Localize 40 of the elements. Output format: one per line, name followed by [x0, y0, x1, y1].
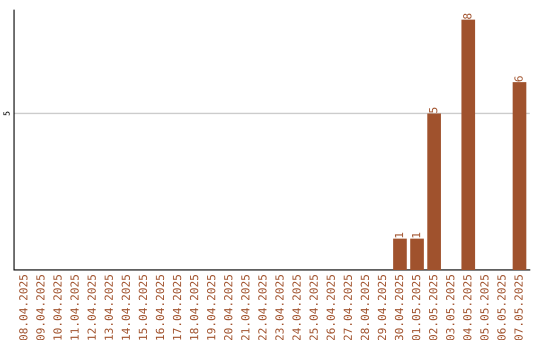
bar — [512, 82, 526, 270]
x-tick-label: 21.04.2025 — [241, 275, 250, 340]
x-tick-label: 03.05.2025 — [446, 275, 454, 340]
x-tick-label: 22.04.2025 — [258, 275, 267, 340]
x-tick-label: 07.05.2025 — [514, 275, 523, 340]
data-label: 5 — [429, 108, 438, 113]
data-label: 6 — [514, 76, 523, 82]
x-tick-label: 01.05.2025 — [412, 275, 420, 340]
x-tick-label: 06.05.2025 — [497, 275, 506, 340]
x-tick-label: 24.04.2025 — [292, 275, 301, 340]
x-tick-label: 16.04.2025 — [156, 275, 164, 340]
x-tick-label: 09.04.2025 — [36, 275, 45, 340]
x-tick-label: 13.04.2025 — [104, 275, 113, 340]
x-tick-label: 18.04.2025 — [190, 275, 198, 340]
x-tick-label: 25.04.2025 — [309, 275, 318, 340]
x-tick-label: 02.05.2025 — [428, 275, 438, 340]
data-label: 8 — [463, 14, 472, 19]
x-tick-label: 04.05.2025 — [463, 275, 472, 340]
x-tick-label: 17.04.2025 — [172, 275, 182, 340]
bar — [393, 238, 407, 270]
x-tick-label: 30.04.2025 — [394, 275, 404, 340]
x-tick-label: 28.04.2025 — [360, 275, 370, 340]
x-tick-label: 08.04.2025 — [19, 275, 28, 340]
x-tick-label: 10.04.2025 — [53, 275, 62, 340]
x-tick-label: 05.05.2025 — [480, 275, 489, 340]
x-tick-label: 27.04.2025 — [344, 275, 352, 340]
data-label: 1 — [394, 232, 404, 238]
x-tick-label: 11.04.2025 — [70, 275, 79, 340]
bar — [461, 20, 476, 270]
x-tick-label: 19.04.2025 — [206, 275, 216, 340]
data-label: 1 — [412, 232, 420, 238]
bar — [410, 238, 424, 270]
x-tick-label: 20.04.2025 — [224, 275, 232, 340]
x-tick-label: 15.04.2025 — [138, 275, 148, 340]
x-tick-label: 26.04.2025 — [326, 275, 335, 340]
bar — [427, 113, 441, 270]
x-tick-label: 29.04.2025 — [378, 275, 386, 340]
x-tick-label: 12.04.2025 — [87, 275, 96, 340]
x-tick-label: 23.04.2025 — [275, 275, 284, 340]
x-tick-label: 14.04.2025 — [122, 275, 130, 340]
